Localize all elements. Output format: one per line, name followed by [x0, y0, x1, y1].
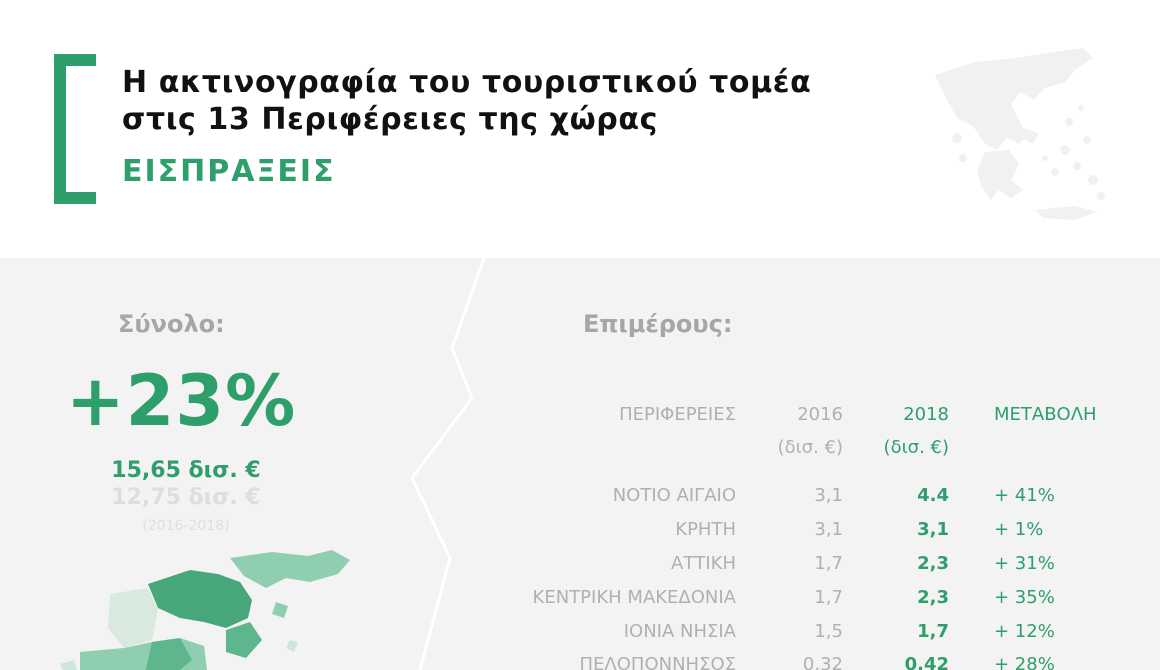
- row-region: ΚΡΗΤΗ: [675, 519, 736, 540]
- row-value-2016: 1,7: [814, 553, 843, 574]
- summary-label: Σύνολο:: [118, 310, 225, 338]
- title-line-1: Η ακτινογραφία του τουριστικού τομέα: [122, 65, 812, 100]
- column-header-2018-unit: (δισ. €): [883, 437, 949, 458]
- row-value-2018: 3,1: [917, 519, 949, 540]
- stats-band: Σύνολο: +23% 15,65 δισ. € 12,75 δισ. € (…: [0, 258, 1160, 670]
- section-subtitle: ΕΙΣΠΡΑΞΕΙΣ: [122, 154, 336, 189]
- row-change: + 41%: [994, 485, 1055, 506]
- row-value-2016: 1,7: [814, 587, 843, 608]
- summary-value-2018: 15,65 δισ. €: [111, 458, 261, 483]
- bracket-decoration: [54, 54, 96, 204]
- row-change: + 1%: [994, 519, 1044, 540]
- row-value-2018: 0,42: [904, 654, 949, 670]
- zigzag-divider: [410, 258, 486, 670]
- row-change: + 35%: [994, 587, 1055, 608]
- column-header-2016-unit: (δισ. €): [777, 437, 843, 458]
- row-region: ΙΟΝΙΑ ΝΗΣΙΑ: [623, 621, 736, 642]
- row-value-2018: 1,7: [917, 621, 949, 642]
- greece-map-icon: [935, 48, 1105, 220]
- row-change: + 28%: [994, 654, 1055, 670]
- column-header-region: ΠΕΡΙΦΕΡΕΙΕΣ: [619, 404, 736, 425]
- row-value-2018: 4.4: [917, 485, 949, 506]
- row-value-2016: 3,1: [814, 485, 843, 506]
- row-value-2018: 2,3: [917, 587, 949, 608]
- greece-regions-map-icon: [60, 550, 350, 670]
- row-region: ΑΤΤΙΚΗ: [671, 553, 736, 574]
- row-value-2016: 0,32: [802, 654, 843, 670]
- row-change: + 31%: [994, 553, 1055, 574]
- row-value-2016: 3,1: [814, 519, 843, 540]
- summary-period: (2016-2018): [142, 518, 230, 534]
- page-title: Η ακτινογραφία του τουριστικού τομέα στι…: [122, 64, 902, 138]
- column-header-2016: 2016: [797, 404, 843, 425]
- row-value-2018: 2,3: [917, 553, 949, 574]
- row-value-2016: 1,5: [814, 621, 843, 642]
- row-change: + 12%: [994, 621, 1055, 642]
- column-header-2018: 2018: [903, 404, 949, 425]
- row-region: ΚΕΝΤΡΙΚΗ ΜΑΚΕΔΟΝΙΑ: [532, 587, 736, 608]
- summary-value-2016: 12,75 δισ. €: [111, 485, 261, 510]
- details-label: Επιμέρους:: [583, 310, 733, 338]
- row-region: ΝΟΤΙΟ ΑΙΓΑΙΟ: [612, 485, 736, 506]
- column-header-change: ΜΕΤΑΒΟΛΗ: [994, 404, 1097, 425]
- row-region: ΠΕΛΟΠΟΝΝΗΣΟΣ: [579, 654, 736, 670]
- header: Η ακτινογραφία του τουριστικού τομέα στι…: [0, 0, 1160, 258]
- summary-change: +23%: [66, 360, 297, 442]
- title-line-2: στις 13 Περιφέρειες της χώρας: [122, 102, 658, 137]
